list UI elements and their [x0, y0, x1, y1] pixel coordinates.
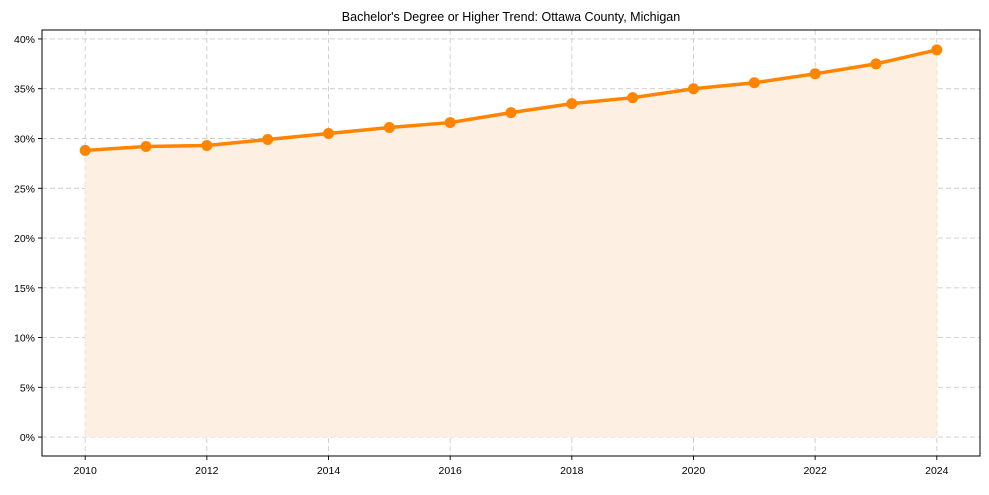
area-layer — [79, 44, 943, 438]
data-point — [383, 122, 395, 134]
data-point — [201, 139, 213, 151]
data-point — [931, 44, 943, 56]
data-point — [748, 77, 760, 89]
x-tick-label: 2010 — [74, 465, 98, 477]
data-point — [140, 140, 152, 152]
data-point — [809, 68, 821, 80]
data-point — [262, 133, 274, 145]
data-point — [505, 107, 517, 119]
area-fill — [85, 49, 937, 438]
x-tick-label: 2022 — [803, 465, 827, 477]
data-point — [79, 144, 91, 156]
data-point — [870, 58, 882, 70]
y-tick-label: 20% — [14, 233, 35, 245]
plot-frame — [41, 29, 981, 457]
y-tick-label: 35% — [14, 84, 35, 96]
data-point — [444, 117, 456, 129]
y-tick-label: 30% — [14, 133, 35, 145]
x-tick-label: 2020 — [682, 465, 706, 477]
axes — [41, 29, 981, 457]
y-tick-label: 10% — [14, 333, 35, 345]
y-tick-label: 25% — [14, 183, 35, 195]
x-tick-label: 2012 — [195, 465, 219, 477]
data-point — [687, 83, 699, 95]
data-point — [566, 98, 578, 110]
x-tick-label: 2024 — [925, 465, 949, 477]
x-tick-label: 2014 — [317, 465, 341, 477]
chart-title: Bachelor's Degree or Higher Trend: Ottaw… — [342, 10, 680, 24]
y-tick-label: 5% — [20, 382, 35, 394]
data-point — [323, 128, 335, 140]
y-tick-label: 15% — [14, 283, 35, 295]
x-tick-label: 2018 — [560, 465, 584, 477]
y-tick-label: 40% — [14, 34, 35, 46]
y-tick-label: 0% — [20, 432, 35, 444]
data-point — [627, 92, 639, 104]
x-tick-label: 2016 — [438, 465, 462, 477]
ticks: 2010 2012 2014 2016 2018 2020 2022 2024 0% 5% 10% 1… — [14, 34, 949, 477]
